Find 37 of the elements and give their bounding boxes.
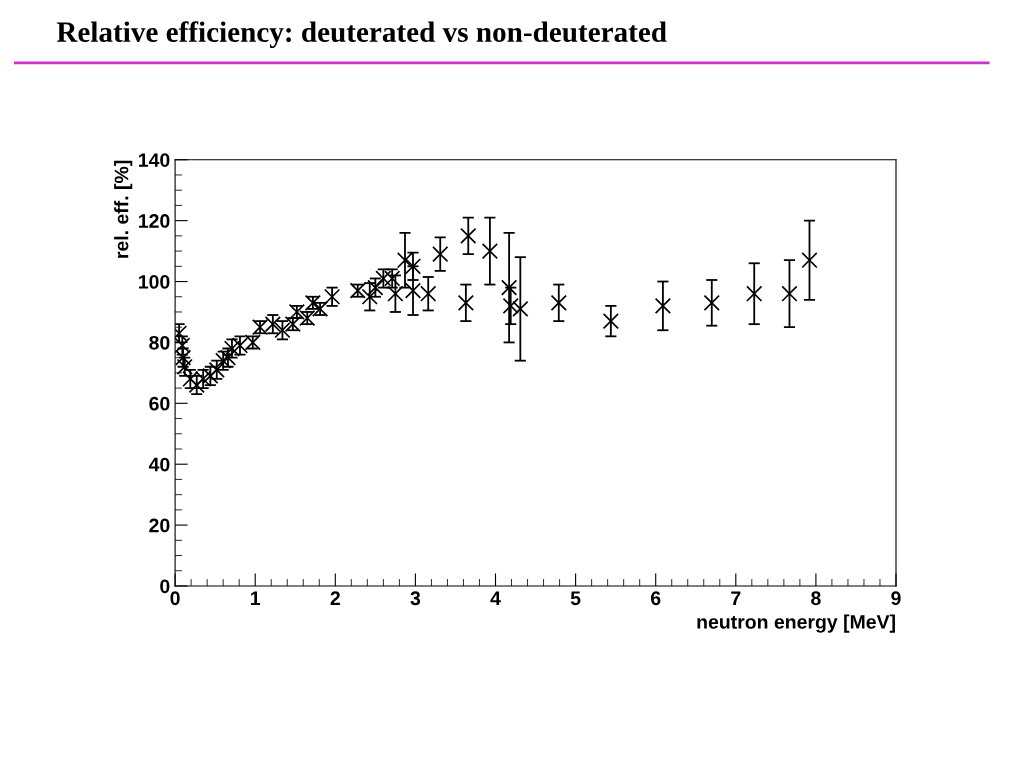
point (781, 285, 798, 302)
point (481, 242, 499, 260)
y-tick-label: 120 (139, 214, 170, 228)
x-tick-label: 4 (490, 591, 501, 605)
point (460, 227, 477, 244)
point (404, 258, 422, 275)
x-tick-label: 7 (731, 591, 741, 605)
x-tick-label: 6 (651, 591, 661, 606)
point (361, 288, 378, 305)
x-tick-label: 1 (251, 591, 261, 605)
x-tick-label: 5 (570, 591, 581, 606)
x-tick-label: 8 (811, 591, 821, 606)
point (654, 297, 672, 315)
x-tick-label: 2 (330, 591, 340, 605)
point (746, 285, 763, 302)
y-tick-label: 0 (160, 579, 170, 594)
x-tick-label: 9 (891, 591, 901, 606)
point (801, 252, 818, 269)
y-axis-title: rel. eff. [%] (114, 160, 133, 258)
point (432, 246, 449, 263)
point (501, 279, 518, 296)
y-tick-label: 60 (149, 396, 170, 411)
y-tick-label: 100 (139, 274, 170, 289)
point (502, 297, 519, 315)
point (512, 300, 529, 318)
y-tick-label: 40 (148, 457, 170, 472)
point (703, 294, 720, 311)
point (457, 294, 474, 311)
chart-title: Relative efficiency: deuterated vs non-deuterated (56, 21, 667, 48)
x-tick-label: 3 (410, 591, 421, 606)
y-tick-label: 20 (149, 518, 170, 533)
x-axis-title: neutron energy [MeV] (697, 614, 895, 633)
y-tick-label: 80 (149, 335, 170, 350)
point (550, 294, 567, 311)
point (602, 312, 619, 330)
y-tick-label: 140 (139, 153, 170, 167)
x-tick-label: 0 (170, 591, 180, 606)
